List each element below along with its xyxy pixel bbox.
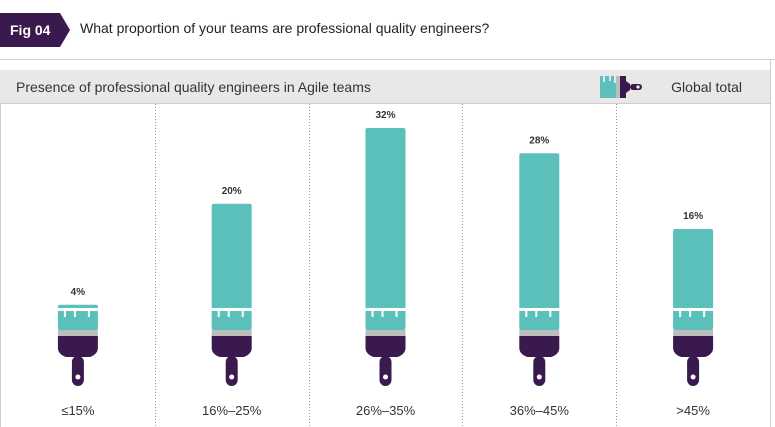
brush-base [211, 336, 252, 357]
brush-handle-hole [536, 374, 542, 380]
brush-notch-band [57, 308, 98, 311]
brush-handle [71, 356, 84, 386]
chart-left-border [0, 104, 1, 427]
brush-notch-band [673, 308, 714, 311]
paintbrush-icon [600, 76, 642, 98]
brush-base [57, 336, 98, 357]
figure-header: Fig 04 What proportion of your teams are… [0, 0, 775, 60]
bar [365, 128, 406, 330]
brush-notch [227, 311, 230, 317]
brush-notch [689, 311, 692, 317]
brush-ferrule [211, 330, 252, 336]
legend-label: Global total [671, 79, 742, 95]
bar-chart: 4% ≤15% 20% 16%–25% 32% 26%–35% 28% 36%–45% 16% >… [57, 104, 714, 427]
brush-notch [217, 311, 220, 317]
brush-handle [379, 356, 392, 386]
brush-handle-hole [690, 374, 696, 380]
brush-notch [381, 311, 384, 317]
brush-notch [679, 311, 682, 317]
brush-notch [63, 311, 66, 317]
category-label: >45% [676, 403, 710, 418]
chart-right-border [770, 60, 771, 427]
brush-notch-band [211, 308, 252, 311]
brush-notch-band [519, 308, 560, 311]
data-label: 4% [71, 287, 86, 298]
chart-title: Presence of professional quality enginee… [16, 79, 371, 95]
data-label: 20% [222, 186, 242, 197]
brush-handle [225, 356, 238, 386]
brush-handle-hole [75, 374, 81, 380]
brush-notch [87, 311, 90, 317]
category-label: 26%–35% [356, 403, 416, 418]
brush-notch [703, 311, 706, 317]
figure-tag-arrow [60, 13, 70, 47]
brush-base [365, 336, 406, 357]
bar [211, 203, 252, 330]
chart-subheader: Presence of professional quality enginee… [0, 70, 770, 104]
brush-notch [371, 311, 374, 317]
brush-handle-hole [383, 374, 388, 380]
category-label: 36%–45% [510, 403, 570, 418]
data-label: 32% [375, 110, 395, 121]
data-label: 28% [529, 135, 549, 146]
brush-notch [73, 311, 76, 317]
chart-area: 4% ≤15% 20% 16%–25% 32% 26%–35% 28% 36%–45% 16% >… [0, 104, 775, 427]
brush-notch-band [365, 308, 406, 311]
brush-handle [533, 356, 546, 386]
brush-ferrule [519, 330, 560, 336]
brush-notch [535, 311, 538, 317]
header-divider [0, 59, 775, 60]
brush-ferrule [365, 330, 406, 336]
brush-ferrule [57, 330, 98, 336]
brush-base [673, 336, 714, 357]
brush-notch [395, 311, 398, 317]
bar [673, 229, 714, 330]
category-label: 16%–25% [202, 403, 262, 418]
brush-handle [687, 356, 700, 386]
category-label: ≤15% [61, 403, 95, 418]
brush-ferrule [673, 330, 714, 336]
brush-notch [241, 311, 244, 317]
data-label: 16% [683, 211, 703, 222]
brush-notch [549, 311, 552, 317]
brush-base [519, 336, 560, 357]
figure-tag: Fig 04 [0, 13, 60, 47]
figure-question: What proportion of your teams are profes… [80, 20, 490, 36]
brush-notch [525, 311, 528, 317]
bar [519, 153, 560, 330]
brush-handle-hole [229, 374, 235, 380]
